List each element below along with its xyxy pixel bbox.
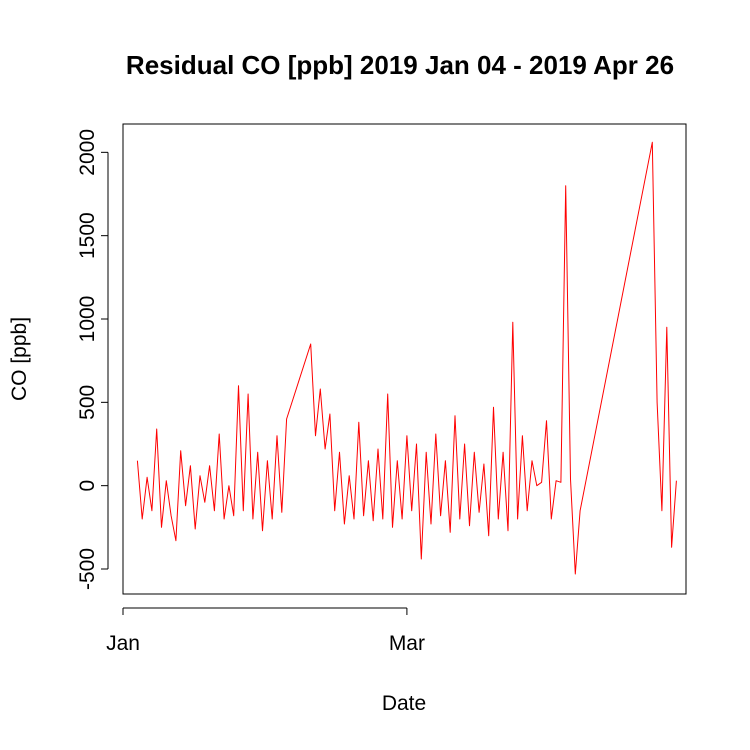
y-tick-label: 0 (76, 480, 99, 492)
y-tick-label: 500 (76, 385, 99, 420)
y-tick-label: 2000 (76, 129, 99, 176)
series-layer (136, 141, 677, 575)
y-tick-label: 1500 (76, 212, 99, 259)
y-axis-label: CO [ppb] (8, 317, 31, 401)
x-tick-label: Jan (106, 632, 140, 655)
x-axis: Jan Mar (106, 607, 425, 655)
y-tick-label: 1000 (76, 296, 99, 343)
x-axis-label: Date (382, 692, 426, 715)
y-axis: -500 0 500 1000 1500 2000 (76, 129, 109, 590)
y-tick-label: -500 (76, 548, 99, 590)
plot-frame (122, 123, 687, 595)
series-line (136, 141, 677, 575)
chart-title: Residual CO [ppb] 2019 Jan 04 - 2019 Apr… (126, 50, 674, 80)
x-tick-label: Mar (389, 632, 425, 655)
